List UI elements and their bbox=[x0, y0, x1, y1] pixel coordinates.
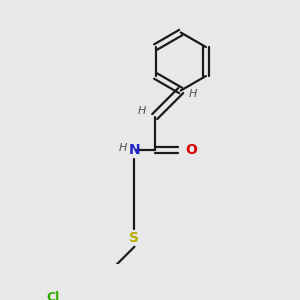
Text: H: H bbox=[138, 106, 146, 116]
Text: H: H bbox=[119, 143, 127, 153]
Text: N: N bbox=[129, 143, 140, 157]
Text: H: H bbox=[189, 89, 197, 99]
Text: O: O bbox=[186, 143, 197, 157]
Text: Cl: Cl bbox=[46, 291, 59, 300]
Text: S: S bbox=[129, 231, 140, 245]
